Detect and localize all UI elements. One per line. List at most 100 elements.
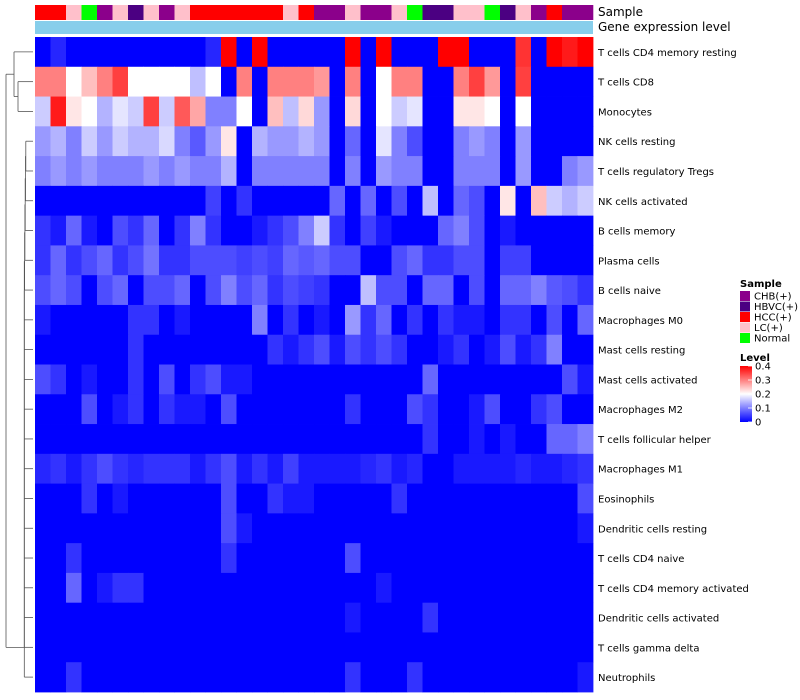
heatmap-cell	[469, 453, 485, 484]
heatmap-cell	[252, 543, 268, 574]
heatmap-cell	[112, 394, 129, 425]
heatmap-cell	[546, 304, 563, 336]
heatmap-cell	[298, 364, 315, 395]
heatmap-cell	[562, 156, 578, 187]
heatmap-cell	[128, 96, 144, 127]
heatmap-cell	[345, 364, 361, 395]
heatmap-cell	[298, 572, 315, 604]
heatmap-cell	[66, 662, 82, 693]
heatmap-cell	[546, 66, 563, 97]
heatmap-cell	[221, 334, 237, 365]
heatmap-cell	[143, 453, 160, 484]
heatmap-cell	[500, 156, 516, 187]
heatmap-cell	[391, 215, 408, 246]
heatmap-cell	[484, 453, 501, 484]
heatmap-cell	[469, 394, 485, 425]
heatmap-cell	[221, 304, 237, 336]
heatmap-cell	[360, 424, 377, 455]
row-labels: T cells CD4 memory resting T cells CD8 Mon…	[597, 48, 749, 684]
heatmap-cell	[174, 394, 191, 425]
heatmap-cell	[267, 215, 284, 246]
heatmap-cell	[314, 572, 330, 604]
heatmap-cell	[422, 602, 439, 633]
heatmap-cell	[531, 543, 547, 574]
heatmap-cell	[484, 572, 501, 604]
heatmap-cell	[469, 543, 485, 574]
heatmap-cell	[35, 424, 51, 455]
heatmap-cell	[128, 513, 144, 544]
heatmap-cell	[298, 37, 315, 68]
heatmap-cell	[66, 543, 82, 574]
heatmap-cell	[453, 66, 470, 97]
heatmap-cell	[469, 156, 485, 187]
heatmap-cell	[422, 156, 439, 187]
heatmap-cell	[267, 245, 284, 276]
heatmap-cell	[577, 66, 594, 97]
heatmap-cell	[360, 543, 377, 574]
heatmap-cell	[267, 364, 284, 395]
heatmap-cell	[236, 453, 253, 484]
heatmap-cell	[35, 394, 51, 425]
heatmap-cell	[329, 215, 346, 246]
heatmap-cell	[376, 66, 392, 97]
heatmap-cell	[66, 513, 82, 544]
heatmap-cell	[81, 245, 98, 276]
heatmap-cell	[236, 37, 253, 68]
heatmap-cell	[236, 602, 253, 633]
heatmap-cell	[422, 185, 439, 217]
heatmap-cell	[438, 156, 454, 187]
heatmap-cell	[391, 185, 408, 217]
heatmap-cell	[174, 334, 191, 365]
heatmap-cell	[577, 543, 594, 574]
legend-label: Normal	[754, 334, 790, 345]
heatmap-cell	[531, 126, 547, 157]
heatmap-cell	[345, 156, 361, 187]
sample-annotation-cell	[562, 5, 578, 20]
sample-annotation-cell	[469, 5, 485, 20]
heatmap-cell	[66, 364, 82, 395]
heatmap-cell	[159, 215, 175, 246]
heatmap-cell	[376, 543, 392, 574]
heatmap-cell	[205, 662, 222, 693]
heatmap-cell	[407, 334, 423, 365]
heatmap-cell	[174, 245, 191, 276]
heatmap-cell	[221, 483, 237, 514]
heatmap-cell	[66, 215, 82, 246]
heatmap-cell	[128, 453, 144, 484]
heatmap-cell	[190, 275, 206, 306]
heatmap-cell	[376, 185, 392, 217]
heatmap-cell	[112, 334, 129, 365]
heatmap-cell	[112, 275, 129, 306]
heatmap-cell	[81, 66, 98, 97]
heatmap-cell	[267, 483, 284, 514]
heatmap-cell	[422, 453, 439, 484]
heatmap-cell	[283, 424, 299, 455]
heatmap-cell	[283, 245, 299, 276]
heatmap-cell	[515, 453, 532, 484]
heatmap-cell	[422, 275, 439, 306]
heatmap-cell	[174, 156, 191, 187]
heatmap-cell	[515, 513, 532, 544]
heatmap-cell	[469, 364, 485, 395]
heatmap-cell	[35, 543, 51, 574]
heatmap-cell	[391, 662, 408, 693]
heatmap-cell	[143, 394, 160, 425]
heatmap-cell	[500, 424, 516, 455]
heatmap-cell	[159, 453, 175, 484]
heatmap-cell	[515, 632, 532, 663]
level-annotation-bar	[35, 21, 593, 34]
heatmap-cell	[577, 275, 594, 306]
heatmap-cell	[407, 453, 423, 484]
heatmap-cell	[500, 632, 516, 663]
heatmap-cell	[97, 334, 113, 365]
heatmap-cell	[50, 66, 67, 97]
heatmap-cell	[205, 364, 222, 395]
heatmap-cell	[252, 364, 268, 395]
heatmap-cell	[562, 245, 578, 276]
heatmap-cell	[360, 215, 377, 246]
sample-annotation-cell	[546, 5, 563, 20]
heatmap-cell	[81, 364, 98, 395]
heatmap-cell	[35, 632, 51, 663]
heatmap-cell	[531, 156, 547, 187]
heatmap-cell	[345, 275, 361, 306]
